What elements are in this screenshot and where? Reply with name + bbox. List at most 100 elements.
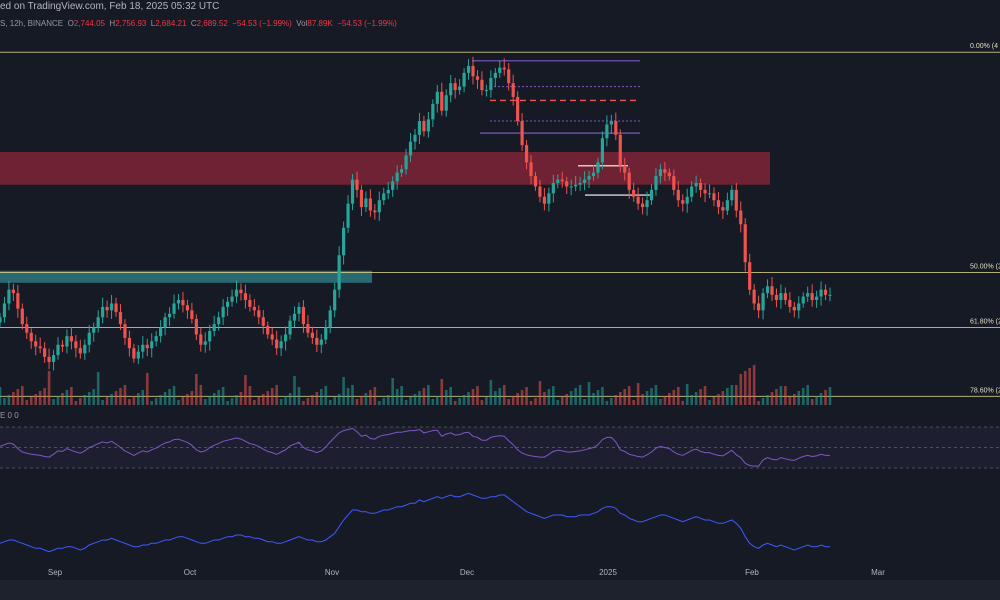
close-label: C: [190, 19, 197, 28]
candle-body: [765, 286, 770, 294]
fib-label: 50.00% (2: [970, 263, 1000, 270]
volume-bar: [502, 385, 506, 405]
candle-body: [627, 172, 631, 190]
fib-label: 61.80% (2: [970, 319, 1000, 326]
volume-bar: [25, 400, 29, 405]
candle-body: [779, 293, 783, 301]
volume-bar: [476, 386, 479, 405]
candle-body: [87, 332, 91, 345]
candle-body: [105, 306, 109, 311]
volume-bar: [676, 387, 680, 405]
candle-body: [377, 200, 381, 213]
support-zone: [0, 270, 372, 283]
candle-body: [654, 176, 658, 190]
candle-body: [114, 303, 118, 313]
candle-body: [51, 355, 56, 362]
volume-bar: [83, 395, 87, 405]
volume-bar: [61, 393, 64, 405]
volume-bar: [471, 389, 475, 405]
candle-body: [524, 145, 529, 163]
candle-body: [350, 179, 355, 204]
volume-bar: [105, 397, 109, 405]
volume-bar: [244, 375, 247, 405]
volume-bar: [337, 394, 341, 405]
candle-body: [440, 91, 444, 111]
volume-bar: [431, 399, 435, 405]
candle-body: [20, 308, 24, 325]
lower-indicator-line: [0, 492, 830, 553]
candle-body: [25, 324, 29, 333]
volume-bar: [752, 365, 756, 405]
volume-bar: [279, 399, 283, 405]
volume-bar: [583, 399, 586, 405]
candle-body: [698, 183, 703, 190]
candle-body: [118, 312, 123, 325]
volume-bar: [743, 371, 747, 405]
x-tick-label: Feb: [745, 568, 759, 577]
volume-bar: [663, 396, 667, 405]
candle-body: [435, 91, 439, 104]
volume-bar: [485, 397, 488, 405]
volume-bar: [681, 401, 685, 405]
candle-body: [453, 83, 457, 91]
volume-bar: [226, 401, 229, 405]
candle-body: [533, 176, 538, 187]
candle-body: [493, 72, 497, 79]
volume-bar: [569, 391, 573, 405]
volume-bar: [150, 401, 154, 405]
candle-body: [283, 334, 288, 342]
candle-body: [386, 189, 390, 194]
candle-body: [578, 183, 582, 185]
candle-body: [181, 300, 185, 306]
volume-bar: [632, 400, 635, 405]
candle-body: [591, 172, 596, 177]
volume-bar: [378, 401, 381, 405]
volume-bar: [119, 388, 122, 405]
volume-bar: [382, 398, 386, 405]
candle-body: [739, 210, 743, 225]
volume-bar: [797, 391, 801, 405]
volume-bar: [560, 397, 564, 405]
volume-bar: [565, 394, 569, 405]
volume-bar: [636, 383, 640, 405]
candle-body: [346, 203, 350, 228]
candle-body: [78, 348, 82, 354]
candle-body: [560, 179, 564, 182]
volume-bar: [453, 401, 457, 405]
candle-body: [797, 303, 801, 311]
volume-bar: [672, 390, 676, 405]
volume-bar: [801, 388, 805, 405]
volume-bar: [467, 392, 470, 405]
volume-bar: [592, 393, 595, 405]
candle-body: [690, 186, 694, 197]
candle-body: [507, 69, 511, 84]
candle-body: [707, 193, 712, 195]
volume-bar: [319, 389, 323, 405]
candle-body: [69, 336, 73, 342]
open-value: 2,744.05: [73, 19, 105, 28]
candle-body: [167, 313, 172, 318]
candle-body: [185, 305, 190, 311]
candle-body: [449, 83, 453, 96]
volume-bar: [70, 387, 73, 405]
candle-body: [301, 306, 306, 325]
volume-bar: [190, 391, 194, 405]
candle-body: [752, 289, 756, 304]
candle-body: [823, 289, 828, 295]
volume-bar: [520, 390, 524, 405]
candle-body: [342, 227, 346, 256]
candle-body: [96, 317, 100, 328]
volume-bar: [257, 397, 261, 405]
volume-bar: [351, 385, 354, 405]
volume-bar: [587, 382, 591, 405]
time-axis-bar: [0, 580, 1000, 600]
candle-body: [199, 334, 203, 345]
high-label: H: [109, 19, 116, 28]
candle-body: [770, 286, 774, 295]
candle-body: [208, 331, 212, 342]
volume-bar: [694, 392, 698, 405]
chart-header-title: ed on TradingView.com, Feb 18, 2025 05:3…: [0, 1, 220, 12]
volume-bar: [261, 394, 265, 405]
